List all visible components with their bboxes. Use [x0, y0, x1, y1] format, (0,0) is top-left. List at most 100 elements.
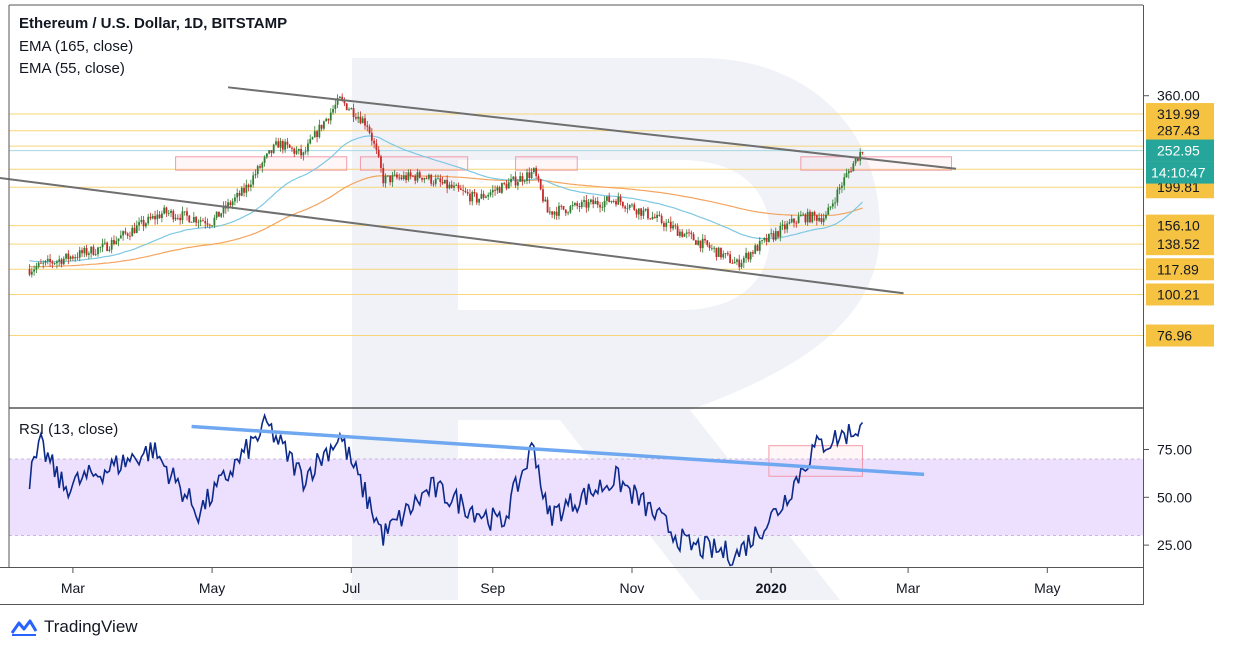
rsi-axis[interactable]: 75.00 50.00 25.00 — [1143, 442, 1192, 554]
candle-body — [94, 254, 97, 256]
candle-body — [815, 215, 818, 221]
candle-body — [596, 200, 599, 205]
candle-body — [131, 227, 134, 237]
candle-body — [455, 185, 458, 186]
candle-body — [834, 202, 836, 204]
candle-body — [188, 215, 191, 223]
level-tag-label: 156.10 — [1157, 218, 1200, 234]
candle-body — [473, 192, 476, 194]
candle-body — [62, 258, 65, 265]
candle-body — [160, 213, 163, 219]
candle-body — [439, 178, 442, 182]
rsi-band — [9, 458, 1143, 537]
candle-body — [729, 254, 732, 263]
candle-body — [425, 178, 428, 179]
candle-body — [462, 189, 465, 191]
candle-body — [302, 152, 305, 156]
candle-body — [320, 124, 323, 129]
candle-body — [592, 199, 595, 205]
candle-body — [745, 252, 747, 258]
candle-body — [240, 187, 243, 196]
candle-body — [656, 214, 658, 219]
tradingview-brand[interactable]: TradingView — [10, 617, 138, 637]
time-axis[interactable]: Mar May Jul Sep Nov 2020 Mar May — [61, 567, 1061, 596]
rsi-band-fill — [9, 459, 1143, 536]
candle-body — [149, 216, 152, 219]
candle-body — [60, 259, 63, 265]
ema-55-line — [29, 135, 863, 263]
candle-body — [140, 219, 143, 222]
candle-body — [503, 183, 506, 184]
candle-body — [692, 234, 695, 241]
candle-body — [284, 141, 287, 150]
candle-body — [619, 197, 622, 202]
candle-body — [176, 217, 179, 219]
chart-title: Ethereum / U.S. Dollar, 1D, BITSTAMP — [19, 15, 288, 32]
candle-body — [774, 231, 777, 240]
candle-body — [530, 171, 533, 179]
candle-body — [254, 174, 257, 176]
candle-body — [259, 166, 261, 168]
level-tag-label: 76.96 — [1157, 328, 1192, 344]
time-tick-label: Mar — [896, 580, 920, 596]
candle-body — [275, 141, 277, 145]
candle-body — [213, 217, 216, 226]
candle-body — [423, 178, 426, 180]
candle-body — [724, 253, 727, 254]
price-axis[interactable]: 360.00280.00319.99287.43260.20224.25199.… — [1143, 88, 1214, 347]
candle-body — [354, 117, 357, 119]
candle-body — [183, 211, 186, 213]
candle-body — [172, 210, 175, 220]
candle-body — [756, 245, 759, 251]
candle-body — [770, 233, 773, 234]
candle-body — [113, 240, 115, 245]
candle-body — [361, 118, 364, 124]
candle-body — [578, 206, 581, 208]
candle-body — [357, 116, 360, 119]
candle-body — [528, 172, 531, 179]
candle-body — [763, 238, 766, 241]
candle-body — [464, 190, 467, 193]
candle-body — [110, 240, 113, 250]
level-tag — [1146, 324, 1214, 347]
candle-body — [92, 246, 95, 255]
candle-body — [352, 108, 355, 118]
rsi-tick-label: 50.00 — [1157, 489, 1192, 505]
candle-body — [676, 226, 679, 236]
candle-body — [720, 247, 722, 258]
candle-body — [599, 204, 601, 208]
candle-body — [799, 215, 802, 217]
candle-body — [576, 203, 579, 207]
candle-body — [631, 204, 633, 206]
candle-body — [313, 131, 316, 138]
candle-body — [375, 143, 378, 150]
candle-body — [726, 253, 729, 255]
candle-body — [788, 222, 791, 224]
level-tag — [1146, 258, 1214, 281]
time-tick-label: 2020 — [756, 580, 787, 596]
candle-body — [402, 175, 405, 180]
candle-body — [713, 247, 716, 249]
candle-body — [407, 172, 410, 181]
candle-body — [222, 205, 225, 214]
candle-body — [708, 245, 711, 248]
candle-body — [53, 263, 56, 265]
candle-body — [263, 157, 266, 163]
candle-body — [304, 151, 307, 153]
candle-body — [738, 259, 741, 268]
candle-body — [510, 178, 512, 183]
candle-body — [749, 252, 752, 260]
candle-body — [485, 196, 487, 198]
candle-body — [783, 224, 786, 230]
candle-body — [571, 205, 574, 207]
candle-body — [854, 158, 857, 164]
candle-body — [195, 216, 198, 223]
trend-channel — [0, 86, 957, 295]
ema-165-label: EMA (165, close) — [19, 38, 134, 55]
candle-body — [234, 197, 236, 202]
candle-body — [544, 199, 547, 202]
candle-body — [206, 223, 209, 225]
candle-body — [603, 200, 606, 208]
candle-body — [795, 222, 798, 224]
